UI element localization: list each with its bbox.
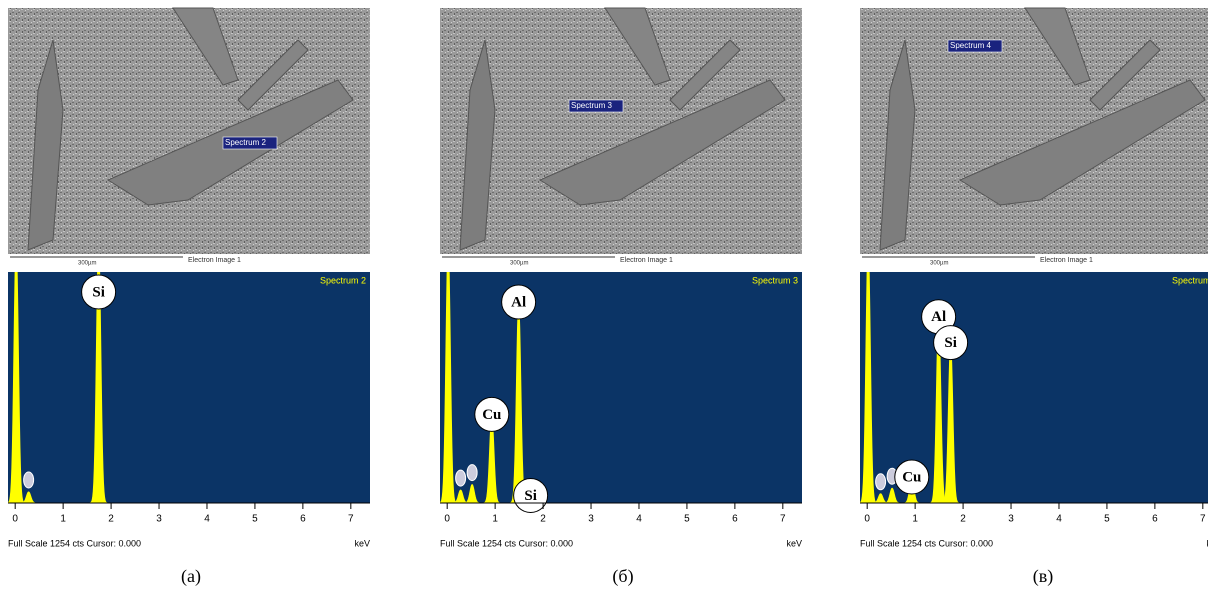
x-tick-label: 5 [252,514,258,525]
x-tick-label: 2 [960,514,966,525]
peak-label: Cu [902,469,921,485]
spectrum-title: Spectrum 3 [752,275,798,285]
x-tick-label: 1 [492,514,498,525]
x-unit: keV [354,538,370,548]
peak-label: Si [944,335,957,351]
caption: (а) [181,566,201,587]
x-tick-label: 6 [732,514,738,525]
x-tick-label: 0 [444,514,450,525]
peak-marker [467,465,477,481]
x-tick-label: 1 [912,514,918,525]
image-title: Electron Image 1 [620,257,673,264]
footer: Full Scale 1254 cts Cursor: 0.000 [440,538,573,548]
x-tick-label: 3 [588,514,594,525]
caption: (в) [1033,566,1054,587]
figure: 300µm Electron Image 1 Spectrum 2 (а) 300µm E… [0,0,1208,590]
spectrum-marker: Spectrum 2 [225,138,266,147]
x-tick-label: 3 [1008,514,1014,525]
x-tick-label: 4 [1056,514,1062,525]
x-tick-label: 1 [60,514,66,525]
x-tick-label: 0 [12,514,18,525]
spectrum-area [8,272,370,503]
x-tick-label: 2 [540,514,546,525]
x-tick-label: 5 [1104,514,1110,525]
peak-label: Al [511,294,526,310]
x-tick-label: 7 [1200,514,1206,525]
sem-image [8,8,370,254]
image-title: Electron Image 1 [1040,257,1093,264]
x-tick-label: 3 [156,514,162,525]
scale-bar-label: 300µm [930,261,948,267]
x-unit: keV [786,538,802,548]
peak-label: Cu [482,407,501,423]
peak-marker [876,474,886,490]
footer: Full Scale 1254 cts Cursor: 0.000 [860,538,993,548]
caption: (б) [612,566,633,587]
peak-label: Si [92,284,105,300]
x-tick-label: 5 [684,514,690,525]
x-tick-label: 7 [348,514,354,525]
scale-strip [860,254,1208,268]
peak-marker [456,470,466,486]
spectrum-title: Spectrum 2 [320,275,366,285]
x-tick-label: 6 [1152,514,1158,525]
footer: Full Scale 1254 cts Cursor: 0.000 [8,538,141,548]
spectrum-marker: Spectrum 3 [571,101,612,110]
scale-bar-label: 300µm [510,261,528,267]
peak-label: Al [931,309,946,325]
sem-image [440,8,802,254]
x-tick-label: 0 [864,514,870,525]
x-tick-label: 4 [636,514,642,525]
image-title: Electron Image 1 [188,257,241,264]
peak-label: Si [524,488,537,504]
x-tick-label: 7 [780,514,786,525]
x-tick-label: 4 [204,514,210,525]
x-tick-label: 2 [108,514,114,525]
peak-marker [24,472,34,488]
spectrum-marker: Spectrum 4 [950,41,991,50]
scale-bar-label: 300µm [78,261,96,267]
x-tick-label: 6 [300,514,306,525]
spectrum-title: Spectrum 4 [1172,275,1208,285]
